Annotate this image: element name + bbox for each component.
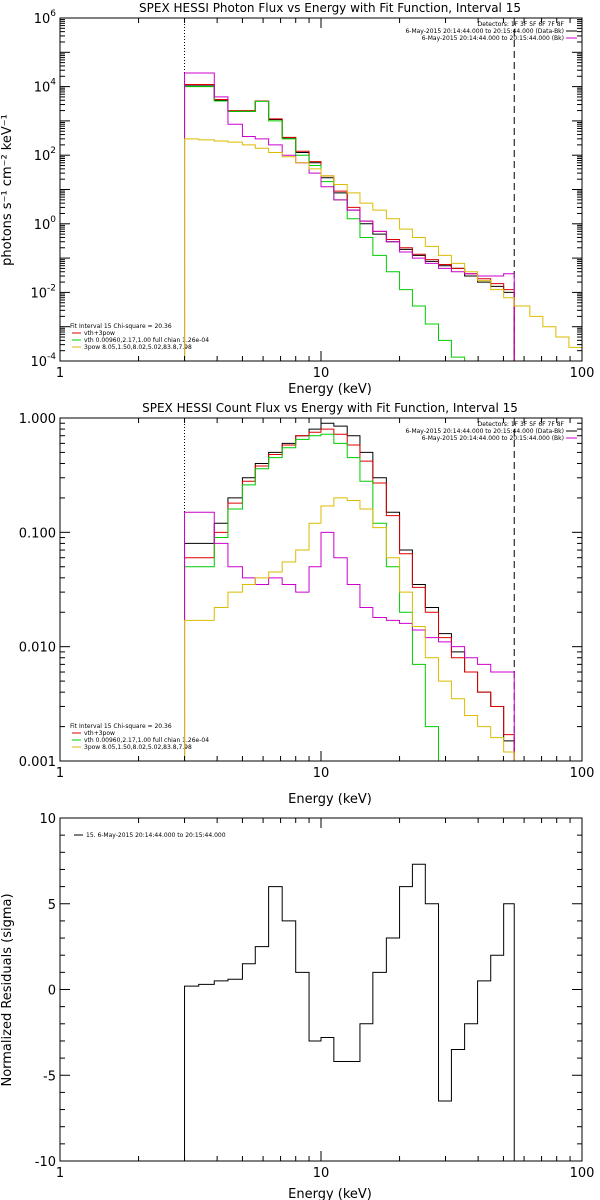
plot-area: 1 10 100 10-4 10-2 100 102 104 106 bbox=[30, 9, 594, 381]
legend-entry: 6-May-2015 20:14:44.000 to 20:15:44.000 … bbox=[405, 428, 564, 435]
series-1-line bbox=[184, 428, 515, 761]
y-axis-label: Normalized Residuals (sigma) bbox=[0, 893, 15, 1086]
legend-entry: Fit Interval 15 Chi-square = 20.36 bbox=[70, 723, 172, 730]
x-tick-label: 100 bbox=[570, 366, 595, 381]
y-tick-label: 0 bbox=[48, 984, 56, 999]
legend-entry: vth+3pow bbox=[84, 730, 115, 737]
x-tick-label: 10 bbox=[313, 766, 330, 781]
data-layer bbox=[184, 863, 515, 1161]
legend-entry: 3pow 8.05,1.50,8.02,5.02,83.8,7.98 bbox=[84, 744, 192, 751]
y-tick-label: 102 bbox=[34, 146, 56, 164]
x-tick-label: 1 bbox=[56, 366, 64, 381]
y-tick-label: 104 bbox=[34, 78, 57, 96]
plot-area: 1 10 100 0.001 0.010 0.100 1.000 bbox=[19, 412, 595, 781]
chart-title: SPEX HESSI Photon Flux vs Energy with Fi… bbox=[139, 1, 521, 15]
residuals-chart: Energy (keV) Normalized Residuals (sigma… bbox=[0, 812, 594, 1200]
y-tick-label: 5 bbox=[48, 898, 56, 913]
legend-entry: 6-May-2015 20:14:44.000 to 20:15:44.000 … bbox=[422, 35, 564, 42]
photon-flux-chart: SPEX HESSI Photon Flux vs Energy with Fi… bbox=[0, 1, 594, 397]
y-tick-label: 0.001 bbox=[19, 755, 56, 770]
legend-entry: vth+3pow bbox=[84, 330, 115, 337]
y-tick-label: 10 bbox=[39, 812, 56, 827]
x-tick-label: 10 bbox=[313, 366, 330, 381]
legend-entry: Detectors: 1F 3F 5F 6F 7F 8F bbox=[478, 21, 565, 28]
series-3-line bbox=[184, 511, 515, 761]
legend-entry: 6-May-2015 20:14:44.000 to 20:15:44.000 … bbox=[422, 435, 564, 442]
x-tick-label: 100 bbox=[570, 766, 595, 781]
series-1-line bbox=[184, 84, 515, 361]
series-2-line bbox=[184, 433, 452, 761]
plot-area: 1 10 100 -10 -5 0 5 10 bbox=[35, 812, 595, 1181]
legend-top: Detectors: 1F 3F 5F 6F 7F 8F6-May-2015 2… bbox=[405, 421, 577, 442]
legend-entry: Detectors: 1F 3F 5F 6F 7F 8F bbox=[478, 421, 565, 428]
series-3-line bbox=[184, 72, 515, 361]
data-layer bbox=[184, 418, 515, 761]
series-4-line bbox=[184, 138, 582, 361]
legend-entry: 15. 6-May-2015 20:14:44.000 to 20:15:44.… bbox=[86, 832, 226, 839]
series-2-line bbox=[184, 86, 466, 361]
y-tick-label: -5 bbox=[43, 1069, 56, 1084]
x-tick-label: 1 bbox=[56, 766, 64, 781]
y-tick-label: 0.100 bbox=[19, 526, 56, 541]
series-0-line bbox=[184, 863, 515, 1161]
y-tick-label: 10-4 bbox=[30, 352, 56, 370]
y-tick-label: -10 bbox=[35, 1155, 56, 1170]
y-tick-label: 106 bbox=[34, 9, 57, 27]
count-flux-chart: SPEX HESSI Count Flux vs Energy with Fit… bbox=[19, 401, 595, 807]
data-layer bbox=[184, 18, 582, 361]
x-tick-label: 10 bbox=[313, 1166, 330, 1181]
y-tick-label: 1.000 bbox=[19, 412, 56, 427]
legend-entry: vth 0.00960,2.17,1.00 full chian 1.26e-0… bbox=[84, 337, 209, 344]
legend-entry: 6-May-2015 20:14:44.000 to 20:15:44.000 … bbox=[405, 28, 564, 35]
x-axis-label: Energy (keV) bbox=[288, 792, 372, 807]
legend-bottom: Fit Interval 15 Chi-square = 20.36vth+3p… bbox=[70, 723, 209, 751]
plot-frame bbox=[59, 17, 583, 362]
legend-entry: Fit Interval 15 Chi-square = 20.36 bbox=[70, 323, 172, 330]
y-tick-label: 100 bbox=[34, 215, 57, 233]
x-axis-label: Energy (keV) bbox=[288, 382, 372, 397]
plot-frame bbox=[59, 817, 583, 1162]
legend-entry: vth 0.00960,2.17,1.00 full chian 1.26e-0… bbox=[84, 737, 209, 744]
x-axis-label: Energy (keV) bbox=[288, 1187, 372, 1200]
legend-bottom: Fit Interval 15 Chi-square = 20.36vth+3p… bbox=[70, 323, 209, 351]
legend-top: 15. 6-May-2015 20:14:44.000 to 20:15:44.… bbox=[74, 832, 226, 839]
legend-entry: 3pow 8.05,1.50,8.02,5.02,83.8,7.98 bbox=[84, 344, 192, 351]
x-tick-label: 100 bbox=[570, 1166, 595, 1181]
series-0-line bbox=[184, 85, 515, 361]
y-tick-label: 0.010 bbox=[19, 641, 56, 656]
x-tick-label: 1 bbox=[56, 1166, 64, 1181]
series-4-line bbox=[184, 497, 515, 761]
y-tick-label: 10-2 bbox=[30, 283, 56, 301]
y-axis-label: photons s⁻¹ cm⁻² keV⁻¹ bbox=[0, 114, 15, 266]
chart-title: SPEX HESSI Count Flux vs Energy with Fit… bbox=[142, 401, 518, 415]
legend-top: Detectors: 1F 3F 5F 6F 7F 8F6-May-2015 2… bbox=[405, 21, 577, 42]
